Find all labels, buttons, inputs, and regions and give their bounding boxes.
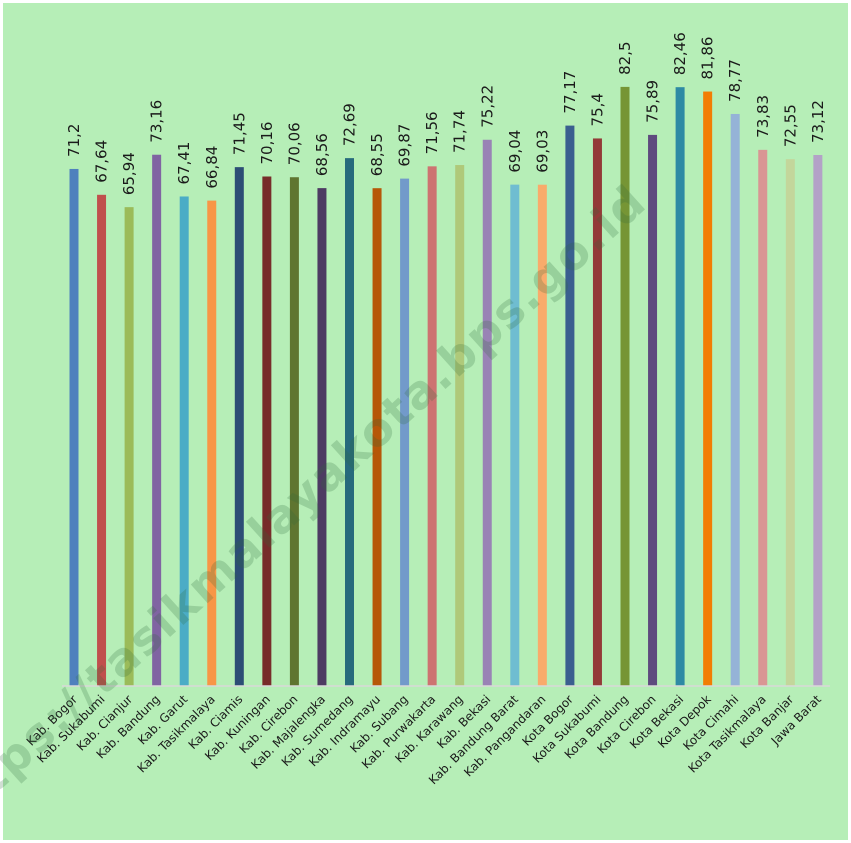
value-label-22: 75,89 — [644, 80, 662, 123]
value-label-1: 71,2 — [65, 124, 83, 157]
bar-15 — [455, 165, 465, 686]
bar-22 — [648, 134, 658, 686]
value-label-14: 71,56 — [423, 111, 441, 154]
bar-18 — [537, 184, 547, 686]
bar-3 — [124, 207, 134, 686]
value-label-20: 75,4 — [588, 93, 606, 126]
value-label-7: 71,45 — [230, 112, 248, 155]
value-label-25: 78,77 — [726, 59, 744, 102]
bar-16 — [482, 139, 492, 686]
value-label-24: 81,86 — [699, 37, 717, 80]
bars-layer — [69, 86, 823, 687]
bar-19 — [565, 125, 575, 687]
value-label-6: 66,84 — [203, 146, 221, 189]
value-label-12: 68,55 — [368, 133, 386, 176]
bar-27 — [785, 159, 795, 686]
bar-1 — [69, 168, 79, 686]
value-labels-layer: 71,2 67,64 65,94 73,16 67,41 66,84 71,45 70,16 7… — [65, 32, 827, 195]
value-label-16: 75,22 — [478, 85, 496, 128]
value-label-9: 70,06 — [285, 122, 303, 165]
bar-12 — [372, 188, 382, 686]
bar-25 — [730, 113, 740, 687]
value-label-5: 67,41 — [175, 142, 193, 185]
bar-26 — [758, 149, 768, 687]
value-label-4: 73,16 — [148, 100, 166, 143]
bar-11 — [345, 158, 354, 686]
value-label-8: 70,16 — [258, 122, 276, 165]
bar-8 — [262, 176, 272, 686]
value-label-27: 72,55 — [781, 104, 799, 147]
value-label-23: 82,46 — [671, 32, 689, 75]
value-label-13: 69,87 — [396, 124, 414, 167]
value-label-17: 69,04 — [506, 130, 524, 173]
bar-13 — [400, 178, 410, 687]
value-label-21: 82,5 — [616, 41, 634, 74]
bar-14 — [427, 166, 437, 687]
value-label-3: 65,94 — [120, 152, 138, 195]
bar-2 — [97, 194, 107, 687]
value-label-26: 73,83 — [754, 95, 772, 138]
bar-10 — [317, 188, 327, 686]
bar-5 — [179, 196, 189, 687]
bar-21 — [620, 86, 630, 686]
bar-9 — [289, 177, 299, 687]
value-label-2: 67,64 — [93, 140, 111, 183]
value-label-18: 69,03 — [533, 130, 551, 173]
value-label-28: 73,12 — [809, 100, 827, 143]
value-label-11: 72,69 — [341, 103, 359, 146]
bar-28 — [813, 155, 823, 686]
value-label-19: 77,17 — [561, 71, 579, 114]
bar-23 — [675, 87, 685, 687]
bar-24 — [703, 91, 713, 687]
bar-7 — [234, 167, 244, 686]
value-label-15: 71,74 — [451, 110, 469, 153]
bar-4 — [152, 154, 162, 687]
bar-6 — [207, 200, 217, 687]
value-label-10: 68,56 — [313, 133, 331, 176]
bar-20 — [592, 138, 602, 686]
bar-17 — [510, 184, 520, 686]
